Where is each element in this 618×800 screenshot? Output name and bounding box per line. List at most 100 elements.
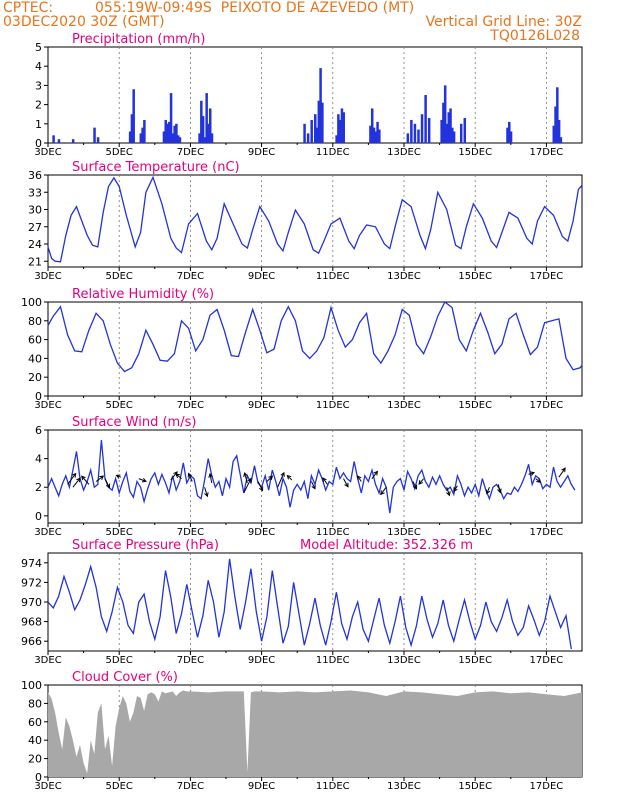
precip-bar bbox=[376, 121, 379, 143]
pressure-xtick-label: 17DEC bbox=[530, 655, 564, 666]
precip-bar bbox=[168, 121, 171, 143]
temperature-title: Surface Temperature (nC) bbox=[72, 160, 240, 175]
wind-arrow bbox=[257, 481, 264, 492]
humidity-ytick-label: 20 bbox=[28, 371, 42, 384]
wind-arrow-shaft bbox=[418, 478, 424, 485]
panel-humidity: 3DEC 5DEC 7DEC 9DEC 11DEC 13DEC 15DEC 17DEC 0 20 4… bbox=[21, 287, 583, 411]
wind-ytick-label: 6 bbox=[35, 424, 42, 437]
wind-arrow-shaft bbox=[558, 467, 566, 478]
wind-arrow-shaft bbox=[209, 473, 213, 484]
precip-bar bbox=[57, 139, 61, 143]
precip-bar bbox=[420, 114, 424, 143]
wind-arrow-head bbox=[453, 487, 458, 493]
humidity-xtick-label: 15DEC bbox=[458, 400, 492, 411]
wind-arrow bbox=[243, 477, 252, 494]
precip-bar bbox=[315, 127, 319, 143]
precip-ytick-label: 4 bbox=[35, 60, 42, 73]
wind-arrow bbox=[95, 475, 105, 482]
wind-arrow-shaft bbox=[95, 475, 104, 482]
precip-bar bbox=[459, 123, 463, 143]
precip-bar bbox=[205, 93, 208, 143]
precip-bar bbox=[303, 123, 306, 143]
wind-frame bbox=[47, 429, 583, 524]
precip-bar bbox=[374, 131, 378, 143]
wind-arrow bbox=[286, 474, 293, 481]
precip-ytick-label: 2 bbox=[35, 99, 42, 112]
temperature-line bbox=[47, 175, 583, 263]
precip-bar bbox=[178, 137, 182, 143]
header-grid-note: Vertical Grid Line: 30Z bbox=[425, 14, 582, 30]
precip-bar bbox=[169, 93, 173, 143]
cloud-ytick-label: 20 bbox=[28, 753, 42, 766]
temperature-xtick-label: 7DEC bbox=[177, 271, 204, 282]
wind-arrow-head bbox=[497, 488, 502, 494]
precip-xtick-label: 13DEC bbox=[387, 147, 421, 158]
wind-arrow-shaft bbox=[310, 481, 316, 489]
precip-bar bbox=[406, 133, 410, 143]
wind-arrow-head bbox=[412, 484, 418, 490]
wind-xtick-label: 5DEC bbox=[106, 527, 133, 538]
wind-arrow-shaft bbox=[67, 473, 77, 485]
precip-bar bbox=[452, 131, 456, 143]
precip-bar bbox=[130, 114, 134, 143]
panel-pressure: 3DEC 5DEC 7DEC 9DEC 11DEC 13DEC 15DEC 17DEC 966 9… bbox=[21, 538, 583, 666]
wind-arrow bbox=[138, 477, 147, 483]
precip-bar bbox=[314, 114, 317, 143]
precip-bar bbox=[143, 119, 146, 143]
precip-bar bbox=[442, 102, 445, 143]
wind-arrow bbox=[453, 485, 458, 493]
temperature-ytick-label: 30 bbox=[28, 204, 42, 217]
humidity-line bbox=[47, 301, 583, 373]
precip-xtick-label: 11DEC bbox=[316, 147, 350, 158]
temperature-ytick-label: 27 bbox=[28, 221, 42, 234]
wind-arrow bbox=[343, 478, 349, 488]
wind-arrow-head bbox=[187, 472, 193, 478]
temperature-xtick-label: 5DEC bbox=[106, 271, 133, 282]
cloud-xtick-label: 9DEC bbox=[248, 781, 275, 792]
cloud-ytick-label: 40 bbox=[28, 734, 42, 747]
wind-arrow bbox=[67, 472, 77, 485]
precip-bar bbox=[447, 112, 450, 143]
wind-arrow bbox=[266, 475, 274, 482]
precip-bar bbox=[554, 106, 557, 143]
wind-xtick-label: 15DEC bbox=[458, 527, 492, 538]
wind-arrow-head bbox=[561, 467, 566, 473]
pressure-ytick-label: 966 bbox=[21, 635, 42, 648]
wind-arrow bbox=[204, 487, 209, 498]
wind-arrow bbox=[535, 478, 542, 483]
precip-bar bbox=[93, 127, 96, 143]
precip-bar bbox=[208, 108, 212, 143]
temperature-ytick-label: 24 bbox=[28, 238, 42, 251]
precip-bar bbox=[378, 129, 381, 143]
precip-bar bbox=[369, 125, 372, 143]
humidity-frame bbox=[47, 301, 583, 397]
wind-arrow-head bbox=[105, 483, 111, 489]
wind-title: Surface Wind (m/s) bbox=[72, 415, 196, 430]
wind-arrow-shaft bbox=[322, 477, 328, 485]
wind-arrow-head bbox=[208, 472, 213, 478]
wind-arrow-shaft bbox=[357, 475, 362, 482]
precip-xtick-label: 9DEC bbox=[248, 147, 275, 158]
wind-arrow-shaft bbox=[81, 475, 90, 485]
pressure-frame bbox=[47, 552, 583, 652]
wind-arrow-head bbox=[280, 471, 285, 477]
precip-bar bbox=[141, 127, 144, 143]
header-run-time: 03DEC2020 30Z (GMT) bbox=[3, 14, 165, 30]
temperature-xtick-label: 15DEC bbox=[458, 271, 492, 282]
wind-arrow bbox=[175, 473, 182, 480]
header-location: 055:19W-09:49S PEIXOTO DE AZEVEDO (MT) bbox=[95, 0, 415, 16]
wind-arrow-head bbox=[99, 475, 105, 480]
pressure-xtick-label: 11DEC bbox=[316, 655, 350, 666]
cloud-xtick-label: 11DEC bbox=[316, 781, 350, 792]
panel-wind: 3DEC 5DEC 7DEC 9DEC 11DEC 13DEC 15DEC 17DEC 0 2 4 6… bbox=[34, 415, 583, 538]
wind-xtick-label: 9DEC bbox=[248, 527, 275, 538]
wind-arrow-shaft bbox=[266, 475, 273, 482]
wind-arrow bbox=[322, 477, 328, 485]
precip-bar bbox=[198, 133, 201, 143]
pressure-ytick-label: 970 bbox=[21, 596, 42, 609]
precip-bar bbox=[463, 118, 467, 143]
precip-bar bbox=[200, 100, 203, 143]
wind-arrow-head bbox=[71, 472, 77, 478]
panel-cloud: 3DEC 5DEC 7DEC 9DEC 11DEC 13DEC 15DEC 17DEC 0 20 4… bbox=[21, 670, 583, 792]
precip-xtick-label: 7DEC bbox=[177, 147, 204, 158]
